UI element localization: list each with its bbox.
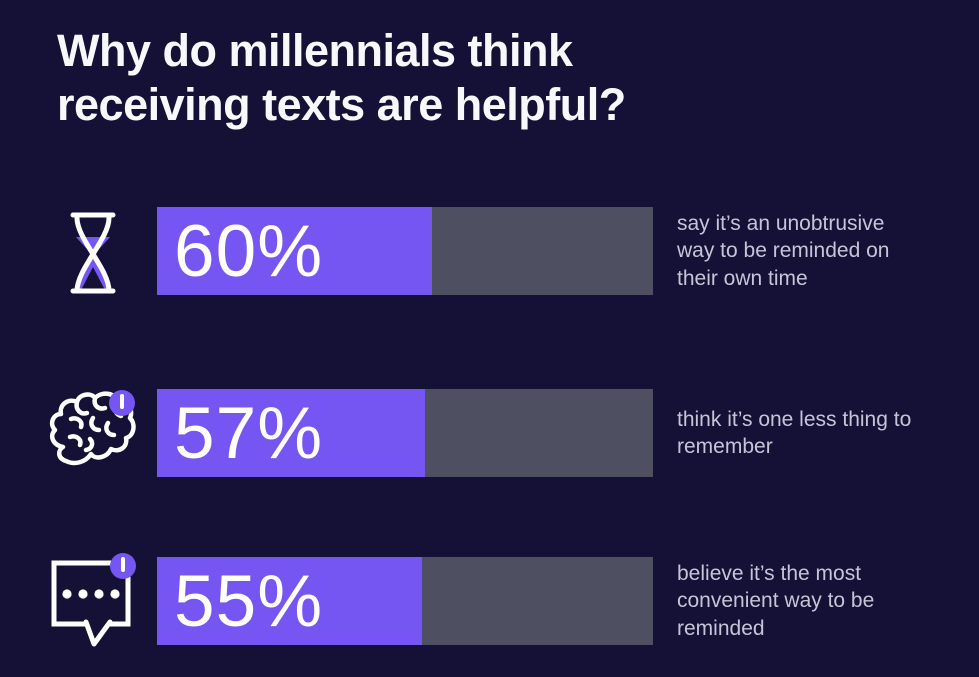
- bar-row-most-convenient: 55% believe it’s the most convenient way…: [0, 553, 979, 647]
- bar-track: 57%: [157, 389, 653, 477]
- page-title: Why do millennials think receiving texts…: [57, 25, 626, 130]
- bar-description-text: think it’s one less thing to remember: [677, 407, 912, 459]
- bar-description: say it’s an unobtrusive way to be remind…: [677, 207, 922, 295]
- bar-track: 60%: [157, 207, 653, 295]
- chat-alert-icon: [50, 551, 140, 651]
- bar-value-label: 55%: [174, 560, 324, 642]
- chat-dots: [62, 589, 120, 599]
- bar-row-one-less-thing: 57% think it’s one less thing to remembe…: [0, 389, 979, 477]
- bar-value-label: 60%: [174, 210, 324, 292]
- hourglass-icon: [66, 211, 120, 295]
- bar-description: think it’s one less thing to remember: [677, 389, 922, 477]
- bar-fill: 55%: [157, 557, 422, 645]
- bar-description-text: believe it’s the most convenient way to …: [677, 561, 875, 640]
- bar-row-unobtrusive: 60% say it’s an unobtrusive way to be re…: [0, 207, 979, 295]
- bar-track: 55%: [157, 557, 653, 645]
- bar-fill: 57%: [157, 389, 425, 477]
- bar-description: believe it’s the most convenient way to …: [677, 557, 922, 645]
- bar-description-text: say it’s an unobtrusive way to be remind…: [677, 211, 890, 290]
- hourglass-sand-shadow: [81, 267, 105, 290]
- bar-fill: 60%: [157, 207, 432, 295]
- brain-alert-icon: [46, 389, 140, 473]
- bar-value-label: 57%: [174, 392, 324, 474]
